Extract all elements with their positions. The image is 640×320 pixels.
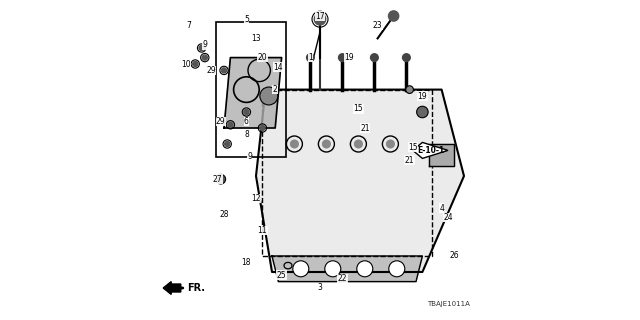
Text: 2: 2	[273, 85, 278, 94]
Circle shape	[406, 86, 413, 93]
Text: 17: 17	[315, 12, 325, 20]
Text: 4: 4	[439, 204, 444, 212]
Text: 25: 25	[276, 271, 287, 280]
FancyArrow shape	[163, 282, 181, 294]
Circle shape	[325, 261, 341, 277]
Polygon shape	[429, 144, 454, 166]
Circle shape	[355, 140, 362, 148]
Text: 7: 7	[186, 21, 191, 30]
Text: 22: 22	[338, 274, 347, 283]
Text: 13: 13	[251, 34, 261, 43]
Polygon shape	[413, 142, 448, 158]
Text: 15: 15	[408, 143, 418, 152]
Text: FR.: FR.	[187, 283, 205, 293]
Text: 29: 29	[206, 66, 216, 75]
Text: 14: 14	[273, 63, 284, 72]
Circle shape	[357, 261, 372, 277]
Text: 21: 21	[360, 124, 369, 132]
Text: 19: 19	[417, 92, 428, 100]
Circle shape	[387, 140, 394, 148]
Circle shape	[388, 11, 399, 21]
Circle shape	[260, 125, 265, 131]
Text: 28: 28	[220, 210, 228, 219]
Circle shape	[244, 109, 249, 115]
Text: 9: 9	[202, 40, 207, 49]
Text: 26: 26	[449, 252, 460, 260]
Text: 27: 27	[212, 175, 223, 184]
Text: 23: 23	[372, 21, 383, 30]
Text: 1: 1	[308, 53, 313, 62]
Text: 21: 21	[405, 156, 414, 164]
Circle shape	[307, 54, 314, 61]
Circle shape	[293, 261, 309, 277]
Circle shape	[228, 122, 233, 127]
Text: 9: 9	[247, 152, 252, 161]
Circle shape	[314, 13, 326, 25]
Text: 5: 5	[244, 15, 249, 24]
Circle shape	[221, 68, 227, 73]
Circle shape	[417, 106, 428, 118]
Text: 18: 18	[242, 258, 251, 267]
Text: 12: 12	[252, 194, 260, 203]
Text: 19: 19	[344, 53, 354, 62]
Text: 15: 15	[353, 104, 364, 113]
Text: 20: 20	[257, 53, 268, 62]
Text: E-10-1: E-10-1	[417, 146, 444, 155]
Circle shape	[199, 45, 204, 51]
Circle shape	[339, 54, 346, 61]
Circle shape	[389, 261, 405, 277]
Circle shape	[291, 140, 298, 148]
Polygon shape	[224, 58, 282, 128]
Circle shape	[260, 87, 278, 105]
Text: 10: 10	[180, 60, 191, 68]
Text: 6: 6	[244, 117, 249, 126]
Circle shape	[323, 140, 330, 148]
Text: 8: 8	[244, 130, 249, 139]
Polygon shape	[272, 256, 422, 282]
Circle shape	[216, 174, 226, 184]
Text: 11: 11	[258, 226, 267, 235]
Polygon shape	[256, 90, 464, 272]
Circle shape	[403, 54, 410, 61]
Circle shape	[225, 141, 230, 147]
Text: 3: 3	[317, 284, 323, 292]
Circle shape	[371, 54, 378, 61]
Circle shape	[193, 61, 198, 67]
Text: 24: 24	[443, 213, 453, 222]
Text: TBAJE1011A: TBAJE1011A	[428, 301, 470, 307]
Text: 29: 29	[216, 117, 226, 126]
Circle shape	[202, 55, 207, 60]
